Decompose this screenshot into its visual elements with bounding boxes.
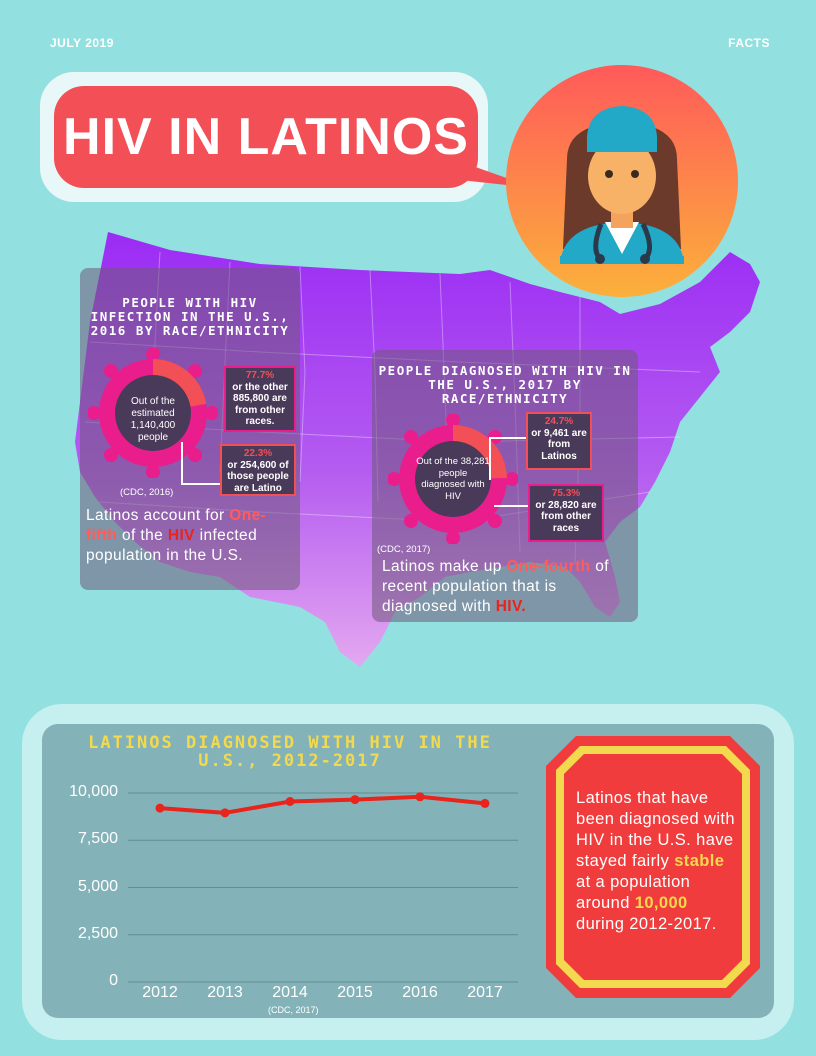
panel-2016-title: PEOPLE WITH HIV INFECTION IN THE U.S., 2… [90, 295, 290, 338]
panel-2016-citation: (CDC, 2016) [120, 487, 174, 498]
panel-2016-box-latino: 22.3% or 254,600 of those people are Lat… [220, 444, 296, 496]
data-point [350, 795, 360, 805]
y-tick-label: 2,500 [77, 924, 118, 942]
connector-line [489, 437, 526, 480]
data-point [480, 798, 490, 808]
page-title: HIV IN LATINOS [63, 108, 469, 166]
chart-citation: (CDC, 2017) [268, 1005, 319, 1015]
series-line [159, 794, 486, 815]
data-point [220, 808, 230, 818]
data-point [415, 792, 425, 802]
box-text: or the other 885,800 are from other race… [232, 381, 288, 428]
y-tick-label: 10,000 [69, 783, 118, 800]
pct-label: 22.3% [243, 448, 273, 459]
x-tick-label: 2016 [402, 984, 438, 1001]
panel-2016-center-text: Out of the estimated 1,140,400 people [130, 396, 176, 443]
panel-2016-statement: Latinos account for One-fifth of the HIV… [86, 507, 267, 564]
x-tick-label: 2015 [337, 984, 373, 1001]
virus-icon [88, 348, 218, 478]
date-label: JULY 2019 [50, 36, 114, 50]
title-bubble [54, 86, 478, 188]
connector-line [181, 442, 224, 485]
side-note-frame [546, 736, 760, 998]
y-tick-label: 5,000 [77, 877, 118, 895]
connector-line [494, 505, 530, 507]
x-tick-label: 2012 [142, 984, 178, 1001]
side-note-text: Latinos that have been diagnosed with HI… [576, 789, 735, 933]
y-tick-label: 7,500 [77, 830, 118, 848]
box-text: or 9,461 are from Latinos [531, 427, 587, 462]
virus-icon [388, 414, 518, 544]
x-tick-label: 2014 [272, 984, 308, 1001]
panel-2017-title: PEOPLE DIAGNOSED WITH HIV IN THE U.S., 2… [378, 363, 632, 406]
panel-2017-statement: Latinos make up One-fourth of recent pop… [382, 558, 609, 615]
x-tick-label: 2013 [207, 984, 243, 1001]
pct-label: 75.3% [551, 488, 581, 499]
box-text: or 254,600 of those people are Latino [227, 459, 289, 494]
panel-2017-box-other: 75.3% or 28,820 are from other races [528, 484, 604, 542]
data-point [285, 797, 295, 807]
section-label: FACTS [728, 36, 770, 50]
pct-label: 24.7% [544, 416, 574, 427]
y-tick-label: 0 [109, 972, 118, 989]
panel-2017-center-text: Out of the 38,281 people diagnosed with … [416, 456, 490, 502]
x-tick-label: 2017 [467, 984, 503, 1001]
data-point [155, 803, 165, 813]
panel-2017-citation: (CDC, 2017) [377, 544, 431, 555]
panel-2016-box-other: 77.7% or the other 885,800 are from othe… [224, 366, 296, 432]
doctor-avatar-icon [506, 65, 738, 297]
chart-title: LATINOS DIAGNOSED WITH HIV IN THE U.S., … [88, 733, 492, 771]
pct-label: 77.7% [245, 370, 275, 381]
panel-2017-box-latino: 24.7% or 9,461 are from Latinos [526, 412, 592, 470]
box-text: or 28,820 are from other races [535, 499, 597, 534]
